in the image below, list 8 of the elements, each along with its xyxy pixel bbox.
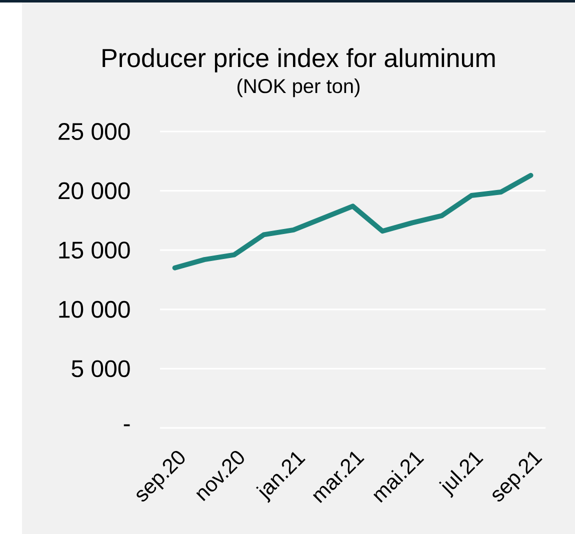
y-tick-label: 10 000 [59,300,130,318]
y-tick-label: 5 000 [72,360,130,378]
y-tick-label: - [124,424,130,426]
chart-subtitle: (NOK per ton) [238,78,360,98]
y-tick-label: 25 000 [58,123,130,140]
chart-title: Producer price index for aluminum [102,48,495,72]
y-tick-label: 15 000 [59,242,130,259]
y-tick-label: 20 000 [58,182,130,200]
